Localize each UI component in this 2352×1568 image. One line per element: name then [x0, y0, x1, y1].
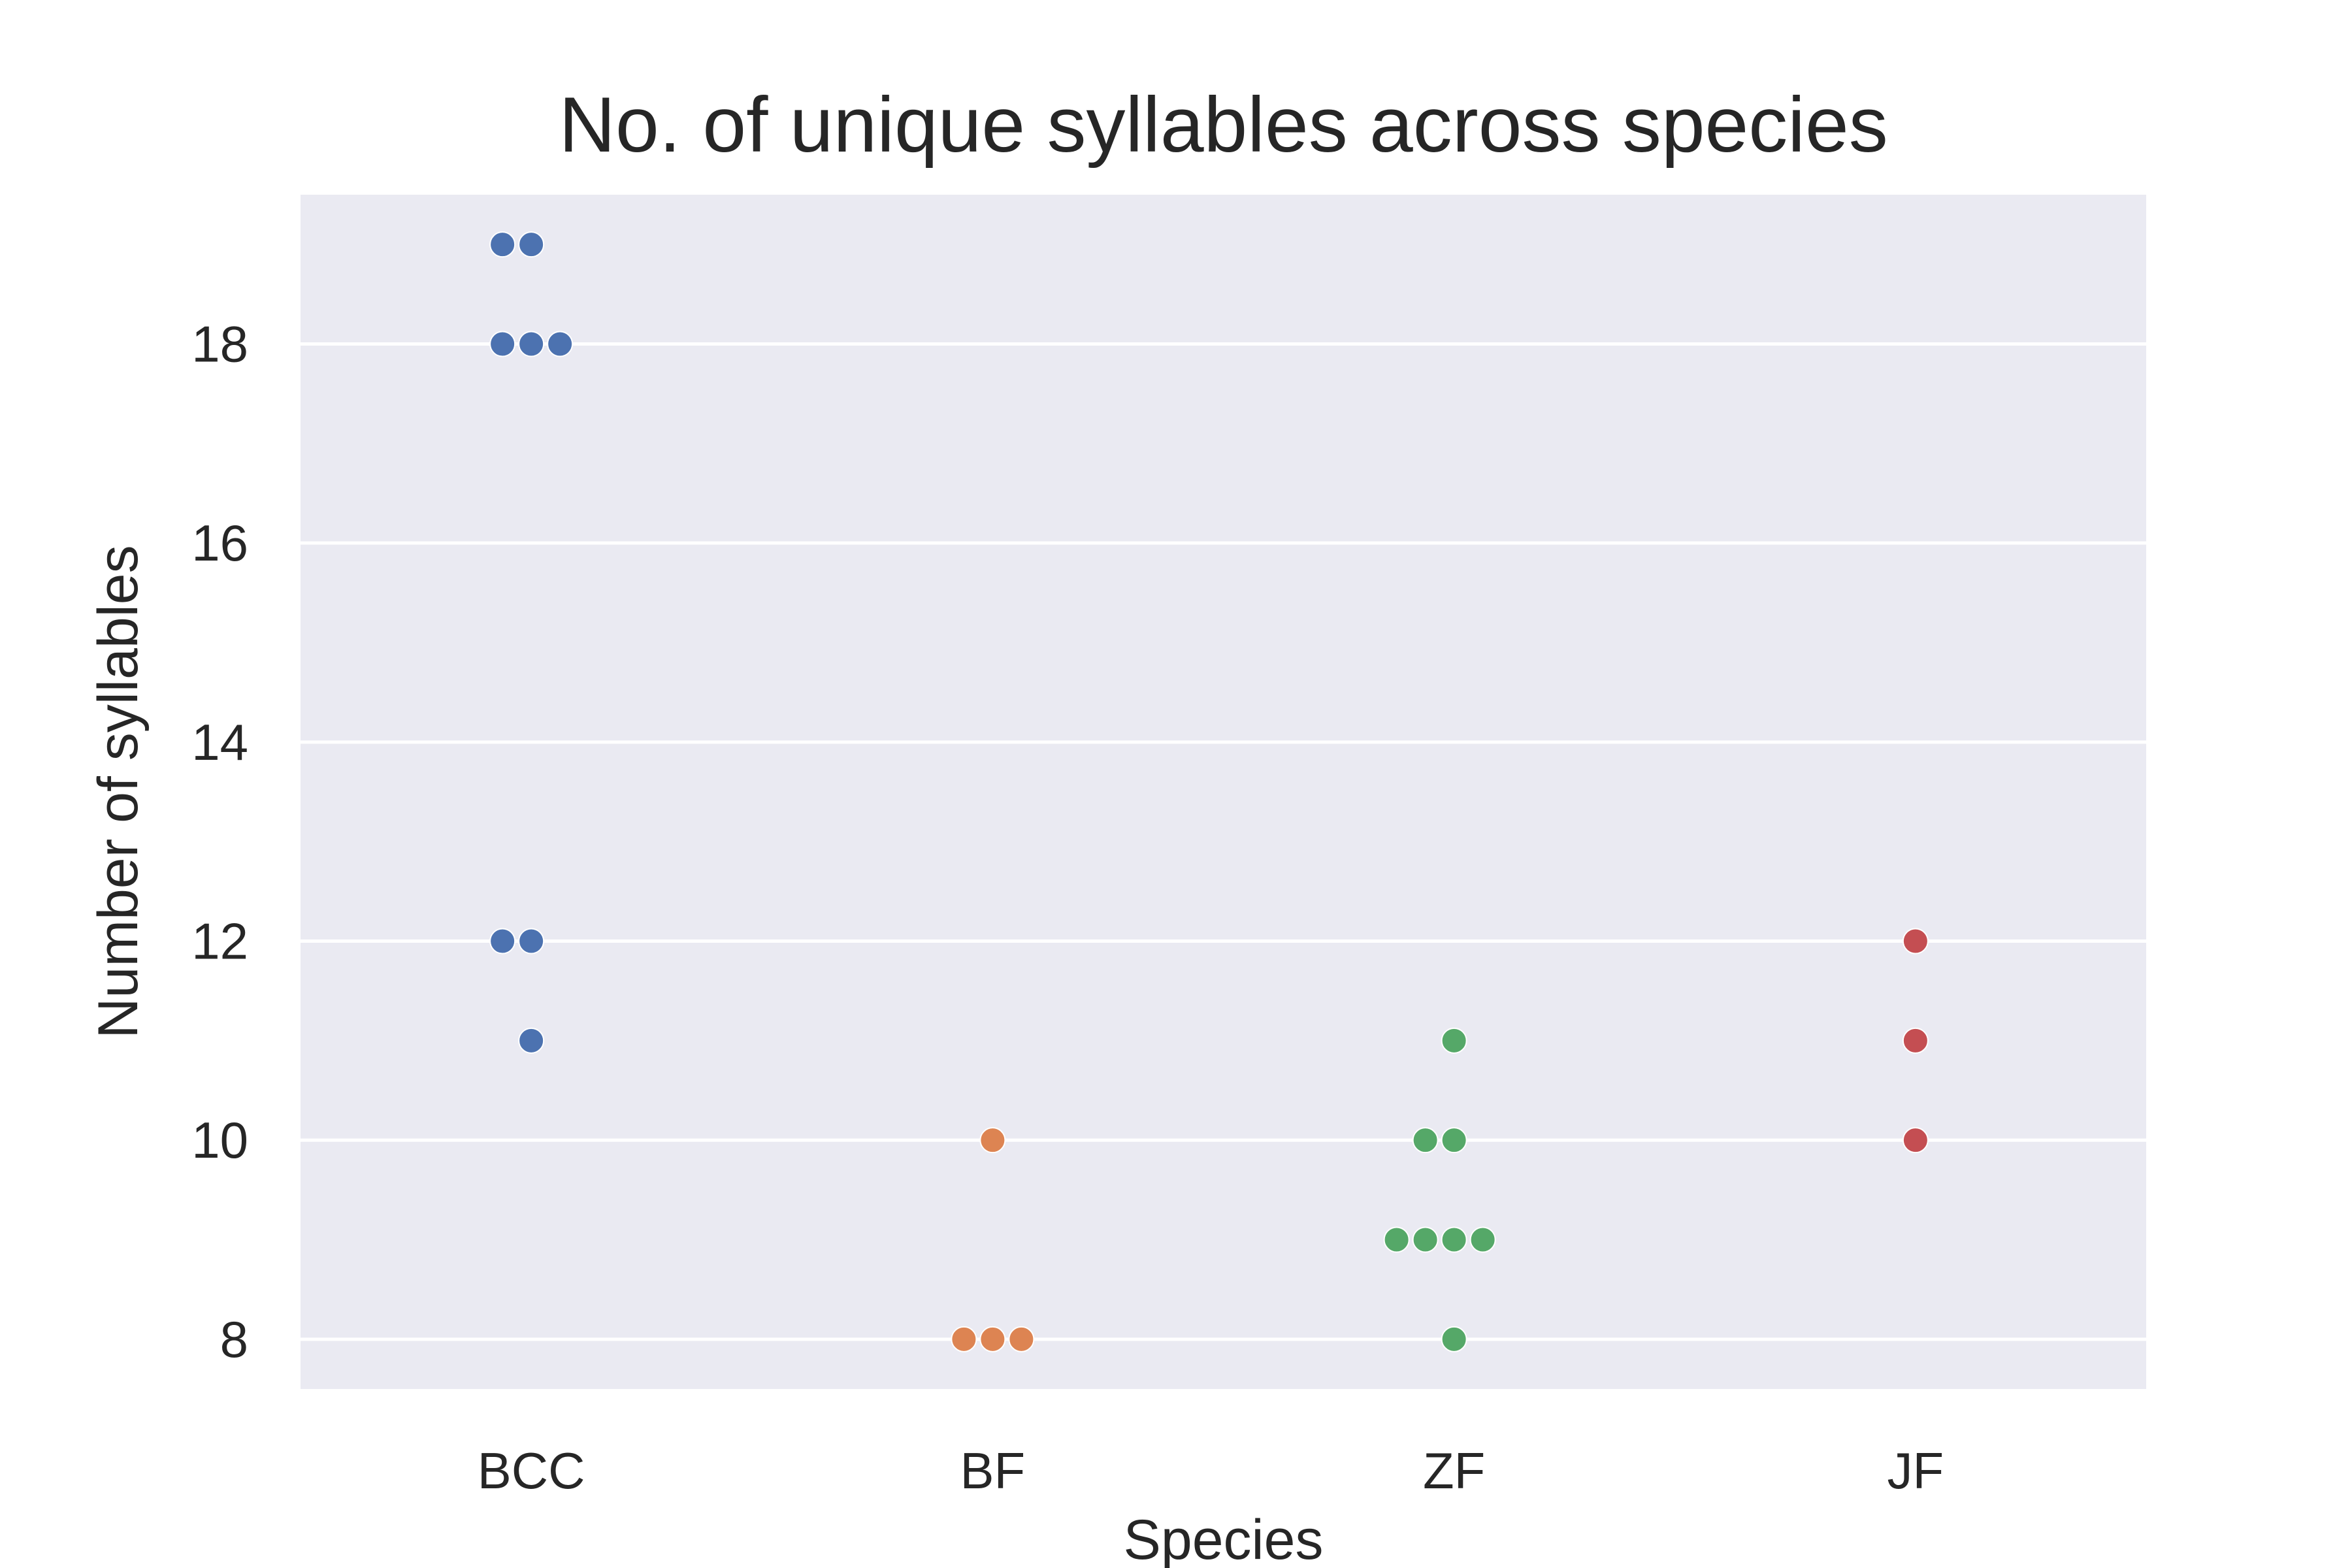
point-zf — [1441, 1127, 1467, 1154]
y-tick-label: 12 — [191, 913, 248, 970]
point-zf — [1412, 1226, 1439, 1253]
y-tick-label: 8 — [220, 1311, 248, 1368]
point-zf — [1383, 1226, 1410, 1253]
point-bcc — [518, 331, 545, 357]
y-tick-label: 18 — [191, 316, 248, 373]
x-axis-ticks: BCC BF ZF JF — [478, 1442, 1944, 1499]
point-jf — [1902, 1127, 1929, 1154]
point-jf — [1902, 1027, 1929, 1054]
point-bcc — [518, 231, 545, 258]
point-zf — [1412, 1127, 1439, 1154]
point-zf — [1469, 1226, 1496, 1253]
point-zf — [1441, 1226, 1467, 1253]
plot-area — [301, 195, 2146, 1389]
point-bf — [979, 1326, 1006, 1352]
point-bcc — [518, 928, 545, 955]
point-bf — [979, 1127, 1006, 1154]
point-bcc — [518, 1027, 545, 1054]
point-bcc — [547, 331, 574, 357]
point-jf — [1902, 928, 1929, 955]
x-tick-label-zf: ZF — [1423, 1442, 1485, 1499]
y-tick-label: 10 — [191, 1111, 248, 1169]
x-tick-label-jf: JF — [1887, 1442, 1944, 1499]
point-bf — [951, 1326, 977, 1352]
point-zf — [1441, 1326, 1467, 1352]
y-axis-label: Number of syllables — [87, 545, 150, 1038]
data-points — [489, 231, 1929, 1352]
point-bcc — [489, 231, 516, 258]
point-zf — [1441, 1027, 1467, 1054]
y-tick-label: 14 — [191, 713, 248, 771]
x-tick-label-bf: BF — [960, 1442, 1026, 1499]
point-bcc — [489, 928, 516, 955]
gridlines — [301, 342, 2146, 1341]
y-tick-label: 16 — [191, 514, 248, 572]
x-axis-label: Species — [1124, 1509, 1324, 1568]
point-bcc — [489, 331, 516, 357]
chart-title: No. of unique syllables across species — [559, 81, 1887, 169]
point-bf — [1008, 1326, 1035, 1352]
x-tick-label-bcc: BCC — [478, 1442, 585, 1499]
y-axis-ticks: 8 10 12 14 16 18 — [191, 316, 248, 1368]
